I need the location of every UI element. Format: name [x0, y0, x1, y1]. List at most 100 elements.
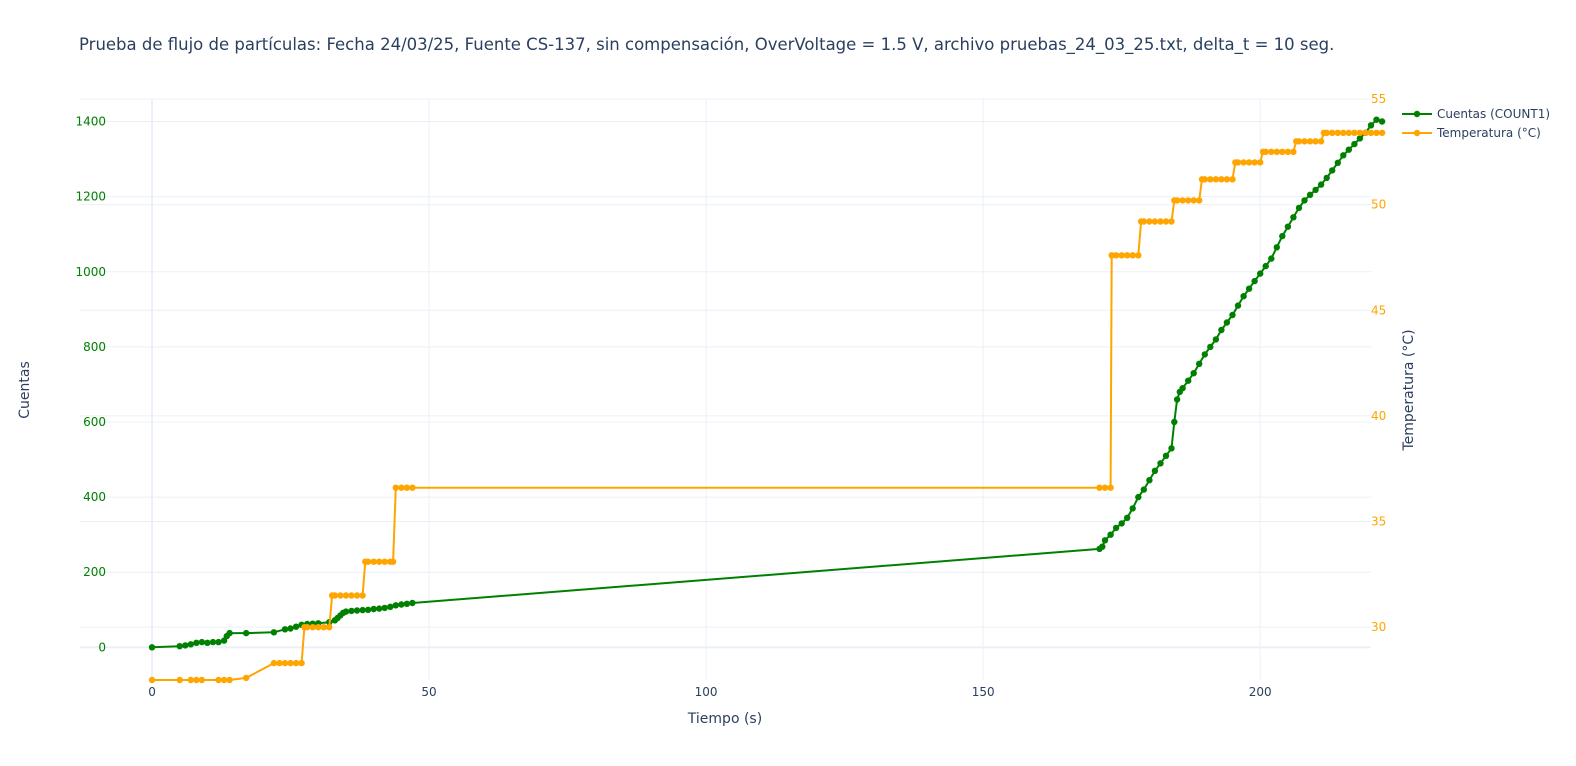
- data-point-temperature: [1373, 129, 1380, 136]
- y2-tick-label: 40: [1371, 409, 1386, 423]
- y2-tick-label: 45: [1371, 303, 1386, 317]
- data-point-counts: [1135, 493, 1142, 501]
- data-point-temperature: [1273, 148, 1281, 155]
- data-point-counts: [1107, 531, 1114, 538]
- legend-label: Temperatura (°C): [1436, 126, 1541, 140]
- data-point-counts: [1118, 520, 1125, 527]
- data-point-temperature: [1124, 252, 1131, 259]
- data-point-counts: [281, 626, 289, 633]
- legend-item-counts[interactable]: Cuentas (COUNT1): [1402, 107, 1550, 121]
- data-point-counts: [1179, 385, 1186, 392]
- data-point-counts: [1151, 467, 1159, 474]
- data-point-temperature: [1179, 197, 1186, 204]
- data-point-temperature: [1101, 484, 1109, 491]
- data-point-counts: [209, 638, 217, 646]
- data-point-temperature: [1112, 252, 1120, 259]
- data-point-counts: [243, 629, 250, 637]
- data-point-temperature: [187, 676, 194, 684]
- data-point-temperature: [1345, 129, 1353, 136]
- y-tick-label: 1000: [75, 265, 106, 279]
- y2-axis-title: Temperatura (°C): [1401, 329, 1417, 451]
- legend-swatch-marker: [1413, 129, 1421, 137]
- y-tick-label: 200: [83, 565, 106, 579]
- data-point-counts: [359, 606, 366, 614]
- data-point-counts: [1317, 181, 1325, 188]
- data-point-temperature: [1218, 176, 1225, 183]
- x-tick-label: 0: [148, 685, 156, 699]
- series-temperature: [148, 129, 1386, 684]
- data-point-temperature: [1351, 129, 1358, 136]
- data-point-counts: [1251, 277, 1258, 285]
- data-point-counts: [1173, 396, 1181, 403]
- data-point-temperature: [1362, 129, 1369, 136]
- data-point-counts: [1301, 197, 1308, 204]
- x-tick-label: 100: [695, 685, 718, 699]
- data-point-counts: [1268, 255, 1275, 262]
- y2-tick-label: 35: [1371, 515, 1386, 529]
- data-point-counts: [1240, 293, 1247, 300]
- data-point-temperature: [1234, 159, 1242, 166]
- data-point-counts: [1201, 351, 1209, 358]
- data-point-temperature: [398, 484, 405, 491]
- data-point-counts: [1290, 214, 1297, 221]
- data-point-counts: [1295, 204, 1303, 212]
- data-point-temperature: [1140, 218, 1148, 225]
- data-point-temperature: [1207, 176, 1214, 183]
- data-point-temperature: [1268, 148, 1275, 155]
- data-point-counts: [182, 642, 189, 649]
- data-point-temperature: [1129, 252, 1136, 259]
- data-point-temperature: [1312, 138, 1319, 145]
- data-point-counts: [1279, 232, 1286, 240]
- series-counts: [148, 116, 1386, 651]
- data-point-temperature: [1107, 484, 1114, 491]
- data-point-counts: [398, 601, 405, 608]
- data-point-temperature: [353, 592, 361, 599]
- data-point-counts: [1334, 159, 1342, 166]
- data-point-temperature: [1284, 148, 1292, 155]
- data-point-temperature: [298, 659, 305, 667]
- data-point-counts: [1157, 460, 1164, 467]
- data-point-temperature: [359, 592, 366, 599]
- data-point-temperature: [1340, 129, 1347, 136]
- data-point-counts: [1099, 543, 1106, 550]
- y-tick-label: 800: [83, 340, 106, 354]
- data-point-temperature: [1168, 218, 1175, 225]
- x-tick-label: 150: [972, 685, 995, 699]
- data-point-counts: [1146, 477, 1153, 484]
- y-tick-label: 0: [98, 640, 106, 654]
- data-point-counts: [1223, 319, 1231, 326]
- data-point-counts: [1185, 377, 1192, 384]
- legend[interactable]: Cuentas (COUNT1) Temperatura (°C): [1402, 107, 1550, 140]
- data-point-temperature: [1301, 138, 1308, 145]
- data-point-temperature: [337, 592, 344, 599]
- data-point-temperature: [392, 484, 399, 491]
- data-point-temperature: [1306, 138, 1314, 145]
- data-point-counts: [1340, 152, 1347, 159]
- data-point-temperature: [326, 624, 333, 631]
- data-point-counts: [364, 606, 372, 613]
- data-point-counts: [204, 639, 211, 646]
- data-point-counts: [1218, 326, 1225, 334]
- y2-tick-label: 55: [1371, 92, 1386, 106]
- data-point-temperature: [389, 558, 397, 565]
- data-point-temperature: [1229, 176, 1236, 183]
- data-point-counts: [348, 607, 355, 615]
- data-point-temperature: [409, 484, 416, 491]
- legend-item-temperature[interactable]: Temperatura (°C): [1402, 126, 1541, 140]
- data-point-counts: [387, 603, 394, 610]
- data-point-temperature: [193, 676, 200, 684]
- data-point-counts: [403, 600, 411, 607]
- data-point-counts: [1306, 191, 1314, 198]
- data-point-counts: [409, 599, 416, 607]
- data-point-temperature: [1290, 148, 1297, 155]
- data-point-counts: [292, 623, 300, 630]
- axis-ticks: 0 50 100 150 200 0 200 400 600 800 1000 1200 1400 30 3…: [75, 92, 1386, 699]
- data-point-counts: [1207, 343, 1214, 351]
- data-point-temperature: [270, 659, 278, 667]
- data-point-counts: [1101, 537, 1109, 544]
- data-point-temperature: [1146, 218, 1153, 225]
- data-point-temperature: [292, 659, 300, 667]
- data-point-temperature: [1378, 129, 1386, 136]
- data-point-counts: [1229, 311, 1236, 319]
